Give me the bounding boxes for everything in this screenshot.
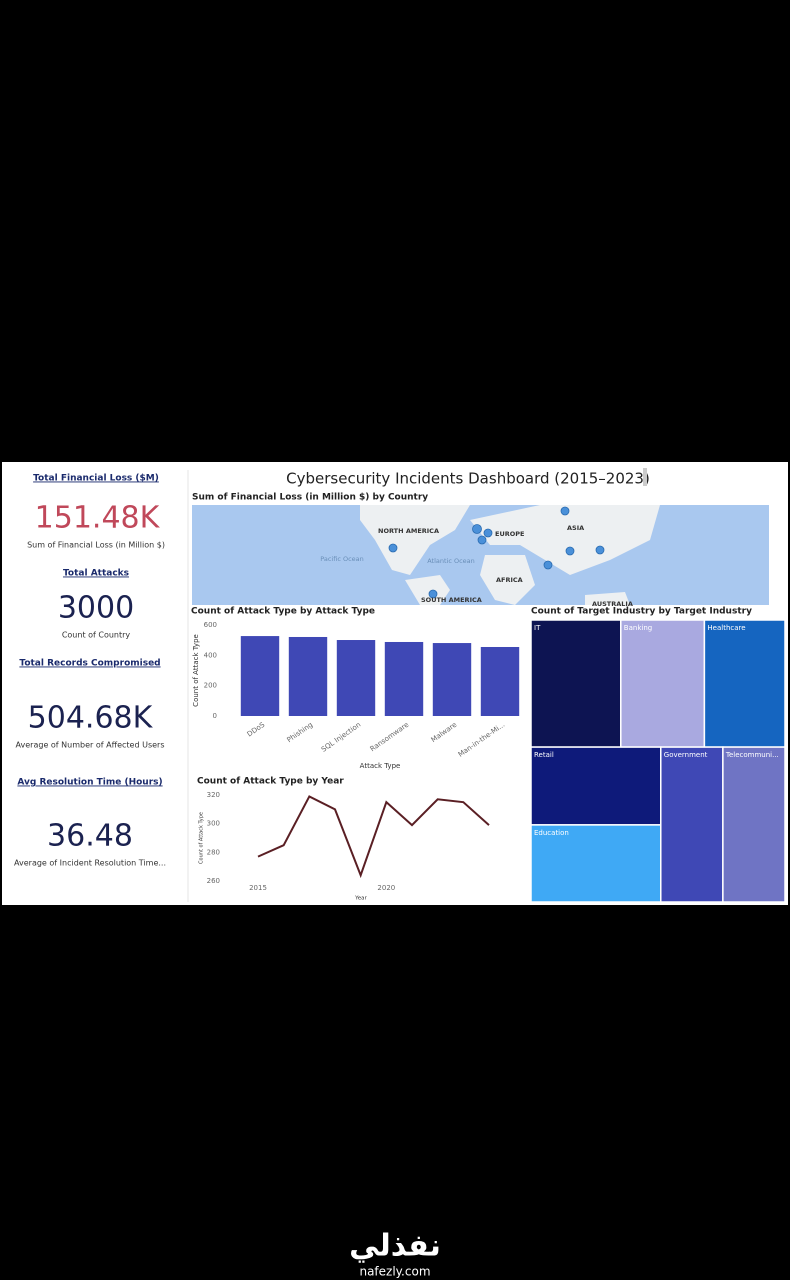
tile-label: Education [534,829,569,837]
land [405,575,450,605]
kpi-title: Total Financial Loss ($M) [33,474,159,484]
tile-label: Government [664,751,708,759]
treemap-tile [660,746,724,903]
map-label: AFRICA [496,576,523,584]
map-bubble [483,528,493,538]
bar [432,643,472,716]
line [257,795,490,879]
y-tick-label: 600 [204,621,217,629]
map-bubble [543,560,553,570]
map-title: Sum of Financial Loss (in Million $) by … [192,493,428,503]
watermark-site: nafezly.com [359,1265,430,1279]
treemap-tile [722,746,786,903]
map-bubble [595,545,605,555]
land [585,592,630,605]
map-label: Pacific Ocean [320,555,364,563]
y-axis-label: Count of Attack Type [192,634,200,707]
map-label: EUROPE [495,530,524,538]
map-bubble [428,589,438,599]
land [480,555,535,605]
land [470,505,660,575]
y-tick-label: 0 [213,712,217,720]
kpi-value: 151.48K [35,501,161,536]
y-tick-label: 200 [204,682,217,690]
y-axis-label: Count of Attack Type [199,812,205,864]
bar [288,636,328,716]
kpi-value: 504.68K [28,701,154,736]
y-tick-label: 400 [204,651,217,659]
chart-title: Count of Attack Type by Year [197,777,344,787]
y-tick-label: 300 [207,820,220,828]
treemap-tile [703,619,786,748]
map-label: SOUTH AMERICA [421,596,482,604]
tile-label: Retail [534,751,554,759]
kpi-title: Total Records Compromised [19,659,160,669]
tile-label: IT [534,624,541,632]
treemap-tile [530,824,662,903]
treemap-tile [530,619,622,748]
tile-label: Telecommuni... [725,751,779,759]
kpi-caption: Average of Incident Resolution Time... [14,859,166,868]
tile-label: Banking [624,624,652,632]
kpi-caption: Count of Country [62,631,131,640]
watermark-logo: نفذلي [349,1229,441,1264]
y-tick-label: 280 [207,848,220,856]
map: Sum of Financial Loss (in Million $) by … [192,493,769,608]
kpi-caption: Sum of Financial Loss (in Million $) [27,541,165,550]
map-label: NORTH AMERICA [378,527,439,535]
map-bubble [565,546,575,556]
land [360,505,470,575]
map-bubble [388,543,398,553]
kpi-title: Avg Resolution Time (Hours) [17,778,162,788]
kpi-value: 3000 [58,591,134,626]
y-tick-label: 320 [207,791,220,799]
dashboard-title: Cybersecurity Incidents Dashboard (2015–… [286,470,650,488]
tile-label: Healthcare [707,624,745,632]
map-bubble [472,524,482,534]
bar [240,636,280,716]
map-bubble [477,535,487,545]
bar [336,640,376,716]
x-axis-label: Year [354,896,367,902]
kpi-value: 36.48 [47,819,133,854]
kpi-caption: Average of Number of Affected Users [16,741,165,750]
map-label: Atlantic Ocean [427,557,475,565]
x-tick-label: 2020 [377,884,395,892]
x-tick-label: 2015 [249,884,267,892]
chart-title: Count of Attack Type by Attack Type [191,607,375,617]
kpi-panel: Total Financial Loss ($M) 151.48K Sum of… [14,474,166,868]
kpi-title: Total Attacks [63,569,129,579]
map-bubble [560,506,570,516]
cursor [643,468,647,486]
map-label: AUSTRALIA [592,600,633,608]
bar [384,641,424,716]
map-label: ASIA [567,524,584,532]
treemap-tile [620,619,706,748]
chart-title: Count of Target Industry by Target Indus… [531,607,752,617]
y-tick-label: 260 [207,877,220,885]
x-axis-label: Attack Type [360,762,401,770]
bar [480,646,520,716]
